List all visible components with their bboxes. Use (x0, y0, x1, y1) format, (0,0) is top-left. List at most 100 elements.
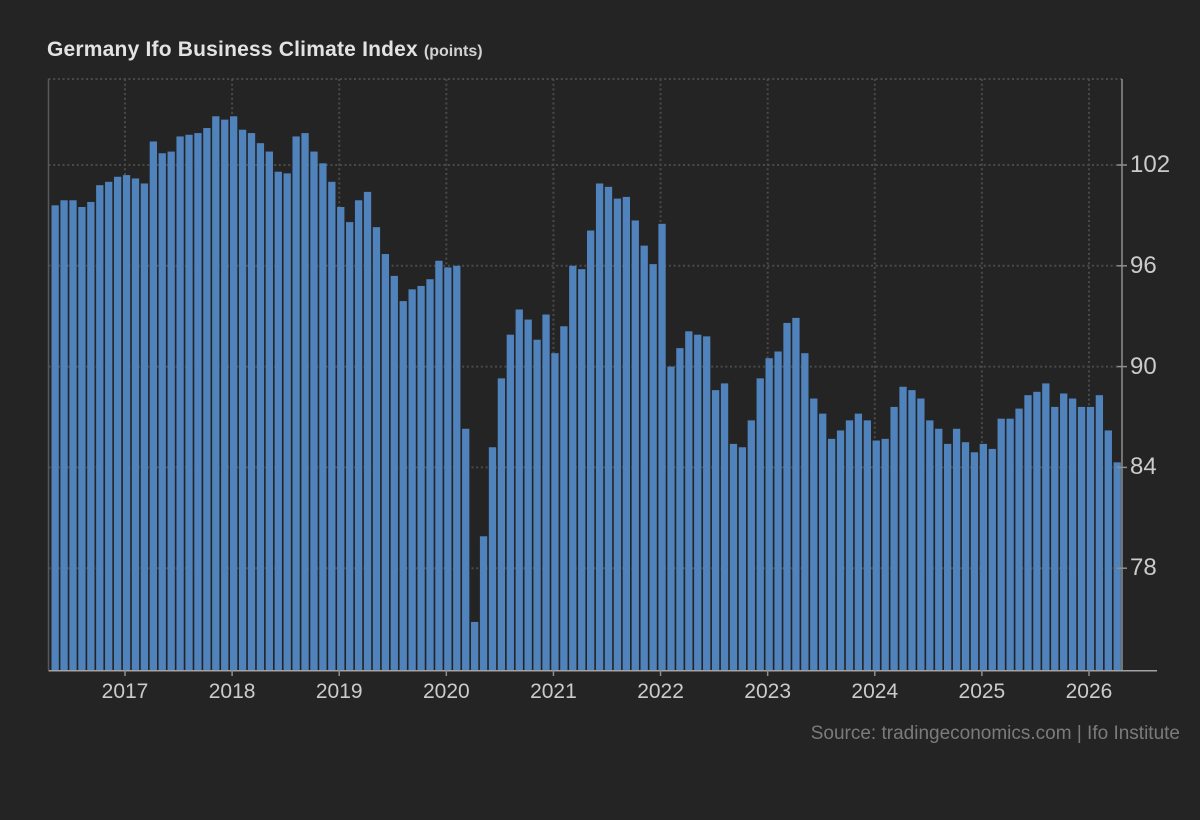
bar-2022-11[interactable] (747, 420, 755, 670)
bar-2018-11[interactable] (319, 163, 327, 670)
bar-2023-10[interactable] (845, 420, 854, 670)
bar-2021-08[interactable] (613, 198, 622, 670)
bar-2019-03[interactable] (354, 200, 363, 670)
bar-2022-06[interactable] (703, 336, 711, 670)
bar-2017-11[interactable] (212, 116, 220, 670)
bar-2020-02[interactable] (453, 265, 461, 670)
bar-2023-08[interactable] (827, 438, 836, 670)
bar-2023-01[interactable] (765, 358, 773, 670)
bar-2022-09[interactable] (729, 443, 738, 670)
bar-2024-06[interactable] (917, 398, 925, 670)
bar-2022-08[interactable] (720, 383, 729, 670)
bar-2024-02[interactable] (881, 438, 889, 670)
bar-2019-08[interactable] (399, 301, 407, 670)
bar-2020-11[interactable] (533, 339, 541, 670)
bar-2017-06[interactable] (167, 151, 175, 670)
bar-2022-02[interactable] (667, 366, 675, 670)
bar-2016-12[interactable] (113, 176, 122, 670)
bar-2025-02[interactable] (988, 448, 996, 670)
bar-2023-05[interactable] (801, 353, 809, 670)
bar-2023-02[interactable] (774, 351, 782, 670)
bar-2020-10[interactable] (524, 319, 532, 670)
bar-2019-04[interactable] (363, 191, 372, 670)
bar-2018-01[interactable] (230, 116, 238, 670)
bar-2025-12[interactable] (1077, 406, 1086, 670)
bar-2025-01[interactable] (979, 443, 987, 670)
bar-2020-07[interactable] (497, 378, 506, 670)
bar-2018-02[interactable] (238, 129, 247, 671)
bar-2016-05[interactable] (51, 205, 59, 670)
bar-2020-09[interactable] (515, 309, 523, 670)
bar-2018-03[interactable] (247, 133, 256, 670)
bar-2024-11[interactable] (961, 442, 970, 670)
bar-2026-01[interactable] (1086, 406, 1095, 670)
bar-2017-07[interactable] (176, 136, 184, 670)
bar-2020-05[interactable] (479, 536, 488, 670)
bar-2018-08[interactable] (292, 136, 300, 670)
bar-2025-05[interactable] (1015, 408, 1023, 670)
bar-2023-11[interactable] (854, 413, 863, 670)
bar-2018-09[interactable] (301, 133, 309, 670)
bar-2024-05[interactable] (908, 390, 916, 670)
bar-2023-06[interactable] (810, 398, 818, 670)
bar-2017-09[interactable] (194, 133, 202, 670)
bar-2019-11[interactable] (426, 279, 434, 670)
bar-2021-12[interactable] (649, 264, 657, 670)
bar-2023-04[interactable] (792, 317, 800, 670)
bar-2021-01[interactable] (551, 353, 559, 670)
bar-2016-11[interactable] (105, 181, 113, 671)
bar-2024-01[interactable] (872, 440, 880, 670)
bar-2023-12[interactable] (863, 420, 871, 670)
bar-2016-08[interactable] (78, 207, 86, 670)
bar-2016-10[interactable] (96, 185, 104, 670)
bar-2021-11[interactable] (640, 245, 648, 670)
bar-2025-07[interactable] (1033, 391, 1041, 670)
bar-2020-04[interactable] (470, 621, 479, 670)
bar-2019-02[interactable] (346, 222, 354, 670)
bar-2020-01[interactable] (444, 267, 452, 670)
bar-2021-10[interactable] (631, 220, 639, 670)
bar-2022-04[interactable] (685, 331, 693, 670)
bar-2025-09[interactable] (1051, 406, 1059, 670)
bar-2021-07[interactable] (604, 186, 613, 670)
bar-2017-10[interactable] (203, 128, 211, 671)
bar-2018-05[interactable] (265, 151, 273, 670)
bar-2026-02[interactable] (1095, 395, 1104, 670)
bar-2026-04[interactable] (1113, 462, 1121, 670)
bar-2020-12[interactable] (542, 314, 550, 670)
bar-2018-06[interactable] (274, 171, 282, 670)
bar-2018-04[interactable] (256, 143, 265, 670)
bar-2017-03[interactable] (140, 183, 149, 671)
bar-2019-05[interactable] (372, 227, 381, 670)
bar-2025-08[interactable] (1042, 383, 1050, 670)
bar-2017-01[interactable] (122, 175, 131, 670)
bar-2025-06[interactable] (1024, 395, 1032, 670)
bar-2024-08[interactable] (935, 428, 943, 670)
bar-2021-05[interactable] (587, 230, 595, 670)
bar-2022-05[interactable] (694, 334, 702, 670)
bar-2019-06[interactable] (381, 254, 390, 671)
bar-2021-02[interactable] (560, 326, 568, 670)
bar-2019-07[interactable] (390, 275, 398, 670)
bar-2021-06[interactable] (595, 183, 604, 671)
bar-2018-10[interactable] (310, 151, 318, 670)
bar-2025-04[interactable] (1006, 418, 1014, 670)
bar-2017-02[interactable] (131, 178, 140, 670)
bar-2016-07[interactable] (69, 200, 77, 670)
bar-2023-09[interactable] (836, 430, 845, 670)
bar-2025-10[interactable] (1060, 393, 1068, 670)
bar-2016-09[interactable] (87, 201, 95, 670)
bar-2020-03[interactable] (462, 428, 470, 670)
bar-2016-06[interactable] (60, 200, 68, 670)
bar-2024-12[interactable] (970, 452, 979, 670)
bar-2019-09[interactable] (408, 289, 416, 670)
bar-2024-04[interactable] (899, 386, 907, 670)
bar-2017-12[interactable] (221, 119, 229, 670)
bar-2021-09[interactable] (622, 196, 630, 671)
bar-2022-10[interactable] (738, 447, 747, 670)
bar-2019-12[interactable] (435, 260, 443, 670)
bar-2018-07[interactable] (283, 173, 291, 670)
bar-2019-10[interactable] (417, 285, 425, 670)
bar-2024-07[interactable] (926, 420, 934, 670)
bar-2017-04[interactable] (149, 141, 157, 671)
